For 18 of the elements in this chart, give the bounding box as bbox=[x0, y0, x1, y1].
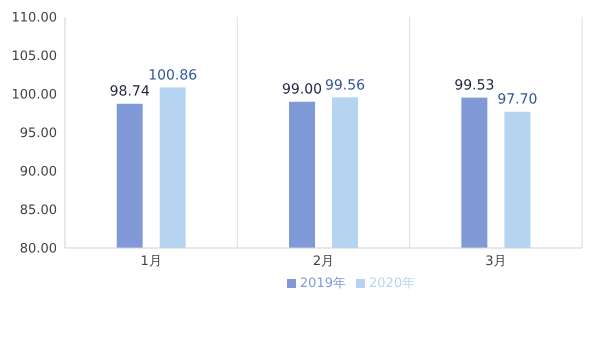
data-label: 97.70 bbox=[497, 92, 538, 108]
legend-label: 2020年 bbox=[369, 276, 416, 291]
data-label: 98.74 bbox=[110, 84, 150, 100]
y-tick-label: 90.00 bbox=[20, 164, 57, 180]
y-tick-label: 95.00 bbox=[20, 126, 57, 142]
data-label: 99.00 bbox=[282, 82, 322, 98]
data-label: 100.86 bbox=[148, 67, 198, 84]
y-tick-label: 85.00 bbox=[20, 203, 57, 218]
y-tick-label: 110.00 bbox=[12, 10, 57, 26]
x-tick-label: 1月 bbox=[140, 254, 162, 270]
y-tick-label: 100.00 bbox=[12, 88, 57, 103]
data-label: 99.53 bbox=[454, 78, 494, 94]
x-tick-label: 2月 bbox=[312, 254, 334, 270]
legend-label: 2019年 bbox=[300, 276, 346, 291]
y-tick-label: 105.00 bbox=[12, 49, 57, 64]
y-tick-label: 80.00 bbox=[20, 242, 57, 257]
x-tick-label: 3月 bbox=[485, 254, 506, 270]
data-label: 99.56 bbox=[324, 77, 366, 94]
